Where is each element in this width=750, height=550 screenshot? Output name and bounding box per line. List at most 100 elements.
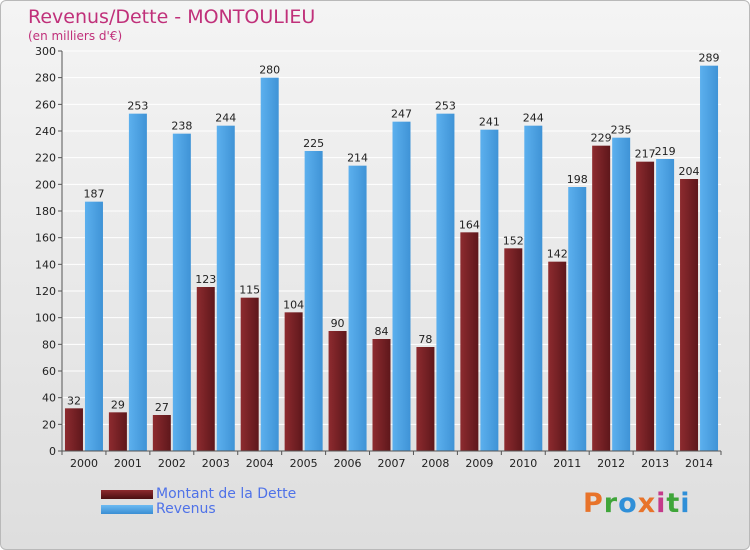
bar-dette [240,297,259,451]
bar-dette [504,248,523,451]
data-label-dette: 152 [503,234,524,247]
data-label-dette: 217 [635,148,656,161]
bar-dette [460,232,479,451]
proxiti-logo: Proxiti [583,488,691,519]
x-tick-label: 2003 [202,457,230,470]
data-label-revenus: 241 [479,116,500,129]
y-tick-label: 300 [35,45,56,58]
logo-letter: r [603,488,619,519]
logo-letter: P [583,488,604,519]
data-label-dette: 27 [155,401,169,414]
bar-dette [416,347,435,451]
data-label-revenus: 253 [435,100,456,113]
y-tick-label: 200 [35,178,56,191]
y-tick-label: 100 [35,312,56,325]
y-tick-label: 280 [35,72,56,85]
data-label-dette: 115 [239,284,260,297]
data-label-revenus: 280 [259,64,280,77]
y-tick-label: 120 [35,285,56,298]
x-tick-label: 2002 [158,457,186,470]
y-tick-label: 160 [35,232,56,245]
y-tick-label: 260 [35,98,56,111]
y-tick-label: 80 [42,338,56,351]
bar-revenus [304,151,323,451]
x-tick-label: 2005 [290,457,318,470]
bar-dette [328,331,347,451]
data-label-revenus: 253 [127,100,148,113]
logo-letter: t [666,488,681,519]
x-tick-label: 2011 [553,457,581,470]
x-tick-label: 2012 [597,457,625,470]
bar-revenus [656,159,675,451]
bar-dette [284,312,303,451]
bar-revenus [128,113,147,452]
y-tick-label: 60 [42,365,56,378]
data-label-dette: 123 [195,273,216,286]
data-label-dette: 142 [547,248,568,261]
data-label-revenus: 238 [171,120,192,133]
data-label-revenus: 235 [611,124,632,137]
data-label-dette: 32 [67,394,81,407]
data-label-dette: 78 [418,333,432,346]
legend-swatch-dette [101,490,153,499]
y-tick-label: 240 [35,125,56,138]
legend-swatch-revenus [101,505,153,514]
data-label-revenus: 214 [347,152,368,165]
x-tick-label: 2008 [421,457,449,470]
bar-dette [636,161,655,451]
bar-revenus [260,77,279,452]
data-label-dette: 29 [111,398,125,411]
x-tick-label: 2000 [70,457,98,470]
data-label-dette: 229 [591,132,612,145]
bar-revenus [524,125,543,452]
y-tick-label: 40 [42,392,56,405]
data-label-revenus: 219 [655,145,676,158]
data-label-revenus: 225 [303,137,324,150]
legend-label-revenus: Revenus [156,501,216,517]
bar-dette [548,261,567,451]
y-tick-label: 220 [35,152,56,165]
x-tick-label: 2010 [509,457,537,470]
bar-dette [64,408,83,451]
data-label-revenus: 247 [391,108,412,121]
bar-dette [680,179,699,451]
y-tick-label: 180 [35,205,56,218]
data-label-revenus: 289 [699,52,720,65]
chart-title: Revenus/Dette - MONTOULIEU [28,6,316,28]
x-tick-label: 2006 [334,457,362,470]
bar-revenus [84,201,103,451]
bar-revenus [568,187,587,451]
bar-revenus [612,137,631,451]
bar-revenus [436,113,455,452]
bar-dette [108,412,127,451]
data-label-dette: 164 [459,218,480,231]
bar-dette [372,339,391,451]
logo-letter: o [618,488,638,519]
bar-revenus [216,125,235,452]
chart-subtitle: (en milliers d'€) [28,29,123,43]
data-label-dette: 90 [331,317,345,330]
x-tick-label: 2009 [465,457,493,470]
bar-revenus [700,65,719,452]
bar-revenus [172,133,191,451]
data-label-revenus: 198 [567,173,588,186]
x-tick-label: 2013 [641,457,669,470]
bar-revenus [392,121,411,452]
x-tick-label: 2001 [114,457,142,470]
x-tick-label: 2007 [378,457,406,470]
data-label-revenus: 244 [523,112,544,125]
data-label-revenus: 187 [83,188,104,201]
data-label-dette: 204 [679,165,700,178]
bar-dette [196,287,215,451]
bar-revenus [348,165,367,451]
y-tick-label: 0 [49,445,56,458]
logo-letter: i [680,488,691,519]
data-label-dette: 104 [283,298,304,311]
x-tick-label: 2014 [685,457,713,470]
bar-dette [592,145,611,451]
data-label-dette: 84 [375,325,389,338]
data-label-revenus: 244 [215,112,236,125]
bar-revenus [480,129,499,451]
